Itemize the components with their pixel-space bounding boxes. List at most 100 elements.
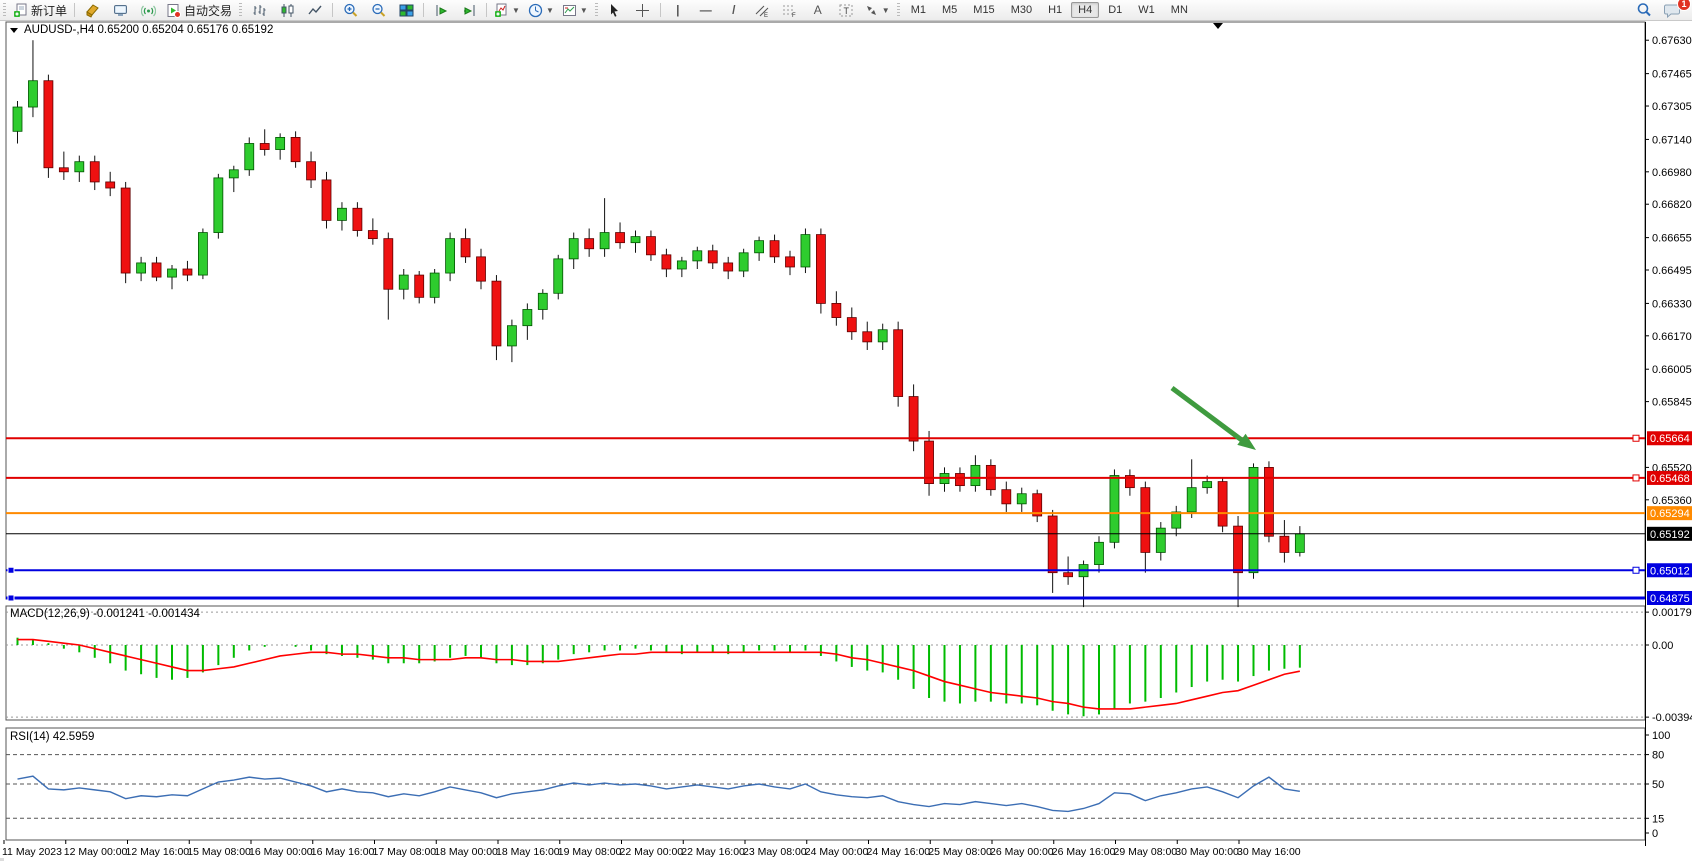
trendline-icon: / xyxy=(732,3,736,17)
svg-text:F: F xyxy=(792,13,796,18)
periods-menu-button[interactable]: ▼ xyxy=(524,0,558,20)
equidistant-channel-tool[interactable]: E xyxy=(748,0,776,20)
candle-body xyxy=(1094,541,1104,565)
signals-button[interactable] xyxy=(134,0,162,20)
macd-scale-label: -0.003947 xyxy=(1652,712,1692,724)
price-tick-label: 0.65845 xyxy=(1652,397,1692,409)
fibonacci-tool[interactable]: F xyxy=(776,0,804,20)
candle-body xyxy=(1264,467,1274,537)
candle-body xyxy=(908,396,919,442)
candle-body xyxy=(1016,493,1027,505)
bar-chart-button[interactable] xyxy=(245,0,273,20)
auto-scroll-button[interactable] xyxy=(427,0,455,20)
candle-body xyxy=(167,268,177,278)
time-axis-label: 26 May 16:00 xyxy=(1052,846,1116,858)
horizontal-line-tool[interactable]: — xyxy=(692,0,720,20)
terminal-icon xyxy=(113,4,127,16)
candle-body xyxy=(445,238,456,274)
timeframe-h1-button[interactable]: H1 xyxy=(1048,4,1063,16)
chart-window: 0.67630 0.67465 0.67305 0.67140 0.66980 0.668… xyxy=(0,20,1692,861)
templates-button[interactable]: ▼ xyxy=(558,0,592,20)
timeframe-m5-button[interactable]: M5 xyxy=(942,4,958,16)
candle-body xyxy=(692,250,703,262)
toolbar-separator xyxy=(659,3,661,17)
candle-body xyxy=(1063,572,1073,578)
candle-body xyxy=(584,238,595,250)
candle-body xyxy=(244,143,255,171)
candle-body xyxy=(367,230,378,240)
chart-shift-marker[interactable] xyxy=(1213,23,1223,29)
candlestick-series xyxy=(12,40,1305,608)
zoom-out-button[interactable] xyxy=(364,0,392,20)
text-tool[interactable]: A xyxy=(804,0,832,20)
candlestick-chart-button[interactable] xyxy=(273,0,301,20)
indicators-button[interactable]: ▼ xyxy=(490,0,524,20)
candle-body xyxy=(491,280,502,347)
hline-handle[interactable] xyxy=(1632,434,1640,442)
svg-text:T: T xyxy=(843,6,849,16)
candle-body xyxy=(321,179,332,221)
candle-body xyxy=(769,240,780,258)
hline-handle[interactable] xyxy=(1632,566,1640,574)
price-tick-label: 0.66495 xyxy=(1652,265,1692,277)
candle-body xyxy=(800,234,811,268)
styler-button[interactable] xyxy=(78,0,106,20)
arrows-icon xyxy=(866,5,876,15)
time-axis-label: 12 May 16:00 xyxy=(126,846,190,858)
notifications-button[interactable]: 1 xyxy=(1658,0,1691,20)
arrow-shaft xyxy=(1170,385,1245,444)
line-chart-button[interactable] xyxy=(301,0,329,20)
hline-handle[interactable] xyxy=(7,594,15,602)
timeframe-m15-button[interactable]: M15 xyxy=(973,4,995,16)
time-axis-label: 26 May 00:00 xyxy=(990,846,1054,858)
tile-windows-button[interactable] xyxy=(392,0,420,20)
timeframe-w1-button[interactable]: W1 xyxy=(1138,4,1155,16)
timeframe-d1-button[interactable]: D1 xyxy=(1108,4,1123,16)
timeframe-h4-button[interactable]: H4 xyxy=(1071,2,1100,18)
timeframe-m1-button[interactable]: M1 xyxy=(910,4,926,16)
indicators-icon xyxy=(495,3,507,17)
time-axis-label: 22 May 16:00 xyxy=(681,846,745,858)
symbol-title: AUDUSD-,H4 0.65200 0.65204 0.65176 0.651… xyxy=(24,24,273,36)
candlestick-chart-icon xyxy=(281,3,294,17)
price-line-label-text: 0.65012 xyxy=(1650,565,1690,577)
hline-handle[interactable] xyxy=(1632,474,1640,482)
autotrading-icon xyxy=(167,3,182,18)
time-axis-label: 29 May 08:00 xyxy=(1114,846,1178,858)
new-order-label: 新订单 xyxy=(31,3,68,18)
vertical-line-tool[interactable]: | xyxy=(664,0,692,20)
price-line-label-bg xyxy=(1647,526,1692,541)
time-axis-label: 17 May 08:00 xyxy=(373,846,437,858)
arrows-tool[interactable]: ▼ xyxy=(860,0,894,20)
candle-body xyxy=(1233,525,1243,574)
toolbar-separator xyxy=(74,3,76,17)
candle-body xyxy=(352,207,363,231)
candle-body xyxy=(306,161,316,181)
trendline-tool[interactable]: / xyxy=(720,0,748,20)
search-button[interactable] xyxy=(1630,0,1658,20)
candle-body xyxy=(955,473,965,487)
autotrading-button[interactable]: 自动交易 xyxy=(162,0,236,20)
zoom-in-button[interactable] xyxy=(336,0,364,20)
text-label-tool[interactable]: T xyxy=(832,0,860,20)
cursor-icon xyxy=(611,3,619,17)
trend-arrow-annotation[interactable] xyxy=(1170,385,1256,450)
hline-handle[interactable] xyxy=(7,566,15,574)
timeframe-m30-button[interactable]: M30 xyxy=(1010,4,1033,16)
price-tick-label: 0.66655 xyxy=(1652,233,1692,245)
candle-body xyxy=(785,256,795,268)
timeframe-mn-button[interactable]: MN xyxy=(1170,4,1188,16)
symbol-dropdown-icon[interactable] xyxy=(10,28,18,33)
cursor-button[interactable] xyxy=(601,0,629,20)
new-order-button[interactable]: 新订单 xyxy=(9,0,71,20)
candle-body xyxy=(151,262,162,278)
price-line-label: 0.65012 xyxy=(1647,563,1692,578)
time-axis-label: 15 May 08:00 xyxy=(187,846,251,858)
terminal-button[interactable] xyxy=(106,0,134,20)
horizontal-line-icon: — xyxy=(699,3,712,17)
candle-body xyxy=(754,240,764,254)
chart-shift-button[interactable] xyxy=(455,0,483,20)
crosshair-button[interactable] xyxy=(629,0,657,20)
candle-body xyxy=(970,464,981,487)
